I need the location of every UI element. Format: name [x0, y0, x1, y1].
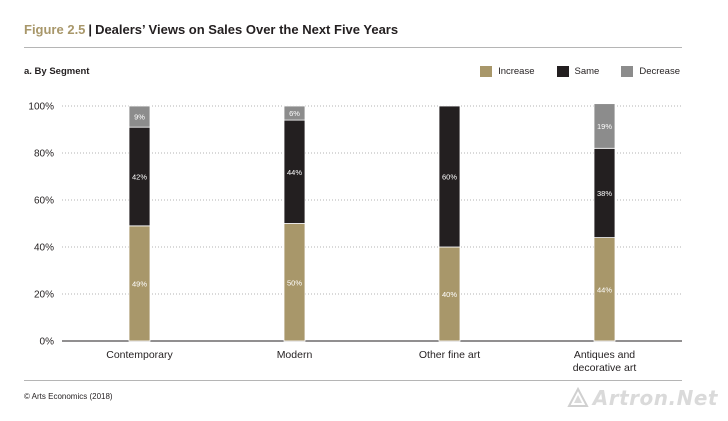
legend-item-same: Same: [556, 66, 600, 77]
y-tick-label: 100%: [28, 102, 54, 113]
bar-segment-decrease: [283, 105, 306, 121]
legend-swatch-decrease: [621, 66, 634, 77]
figure-header: Figure 2.5 | Dealers’ Views on Sales Over …: [24, 22, 398, 37]
artron-logo-icon: [567, 387, 589, 407]
legend-item-increase: Increase: [480, 66, 535, 77]
x-tick-label: Modern: [277, 349, 313, 361]
y-tick-label: 80%: [34, 149, 54, 160]
source-note: © Arts Economics (2018): [24, 392, 113, 401]
bar-segment-decrease: [593, 103, 616, 149]
data-label: 44%: [287, 168, 302, 177]
watermark-text: Artron.Net: [592, 386, 718, 410]
chart-legend: Increase Same Decrease: [480, 66, 680, 77]
x-tick-label: Contemporary: [106, 349, 173, 361]
data-label: 49%: [132, 279, 147, 288]
y-tick-label: 20%: [34, 290, 54, 301]
legend-item-decrease: Decrease: [621, 66, 680, 77]
legend-label-increase: Increase: [498, 66, 535, 77]
x-tick-label: Antiques and: [574, 349, 635, 361]
title-separator: |: [88, 22, 93, 37]
bar-segment-same: [438, 105, 461, 248]
y-tick-label: 60%: [34, 196, 54, 207]
data-label: 60%: [442, 173, 457, 182]
data-label: 38%: [597, 189, 612, 198]
x-tick-label: decorative art: [573, 362, 637, 374]
legend-label-same: Same: [574, 66, 600, 77]
data-label: 50%: [287, 278, 302, 287]
data-label: 40%: [442, 290, 457, 299]
data-label: 42%: [132, 173, 147, 182]
figure-title: Dealers’ Views on Sales Over the Next Fi…: [95, 22, 399, 37]
chart-subtitle: a. By Segment: [24, 66, 90, 77]
data-label: 6%: [289, 109, 300, 118]
data-label: 9%: [134, 113, 145, 122]
bar-segment-decrease: [128, 105, 151, 128]
legend-swatch-increase: [480, 66, 493, 77]
y-tick-label: 0%: [40, 337, 55, 348]
x-tick-label: Other fine art: [419, 349, 480, 361]
data-label: 19%: [597, 122, 612, 131]
bottom-divider: [24, 380, 682, 381]
legend-swatch-same: [556, 66, 569, 77]
top-divider: [24, 47, 682, 48]
y-tick-label: 40%: [34, 243, 54, 254]
figure-number: Figure 2.5: [24, 22, 86, 37]
watermark: Artron.Net: [567, 386, 718, 410]
data-label: 44%: [597, 285, 612, 294]
legend-label-decrease: Decrease: [639, 66, 680, 77]
